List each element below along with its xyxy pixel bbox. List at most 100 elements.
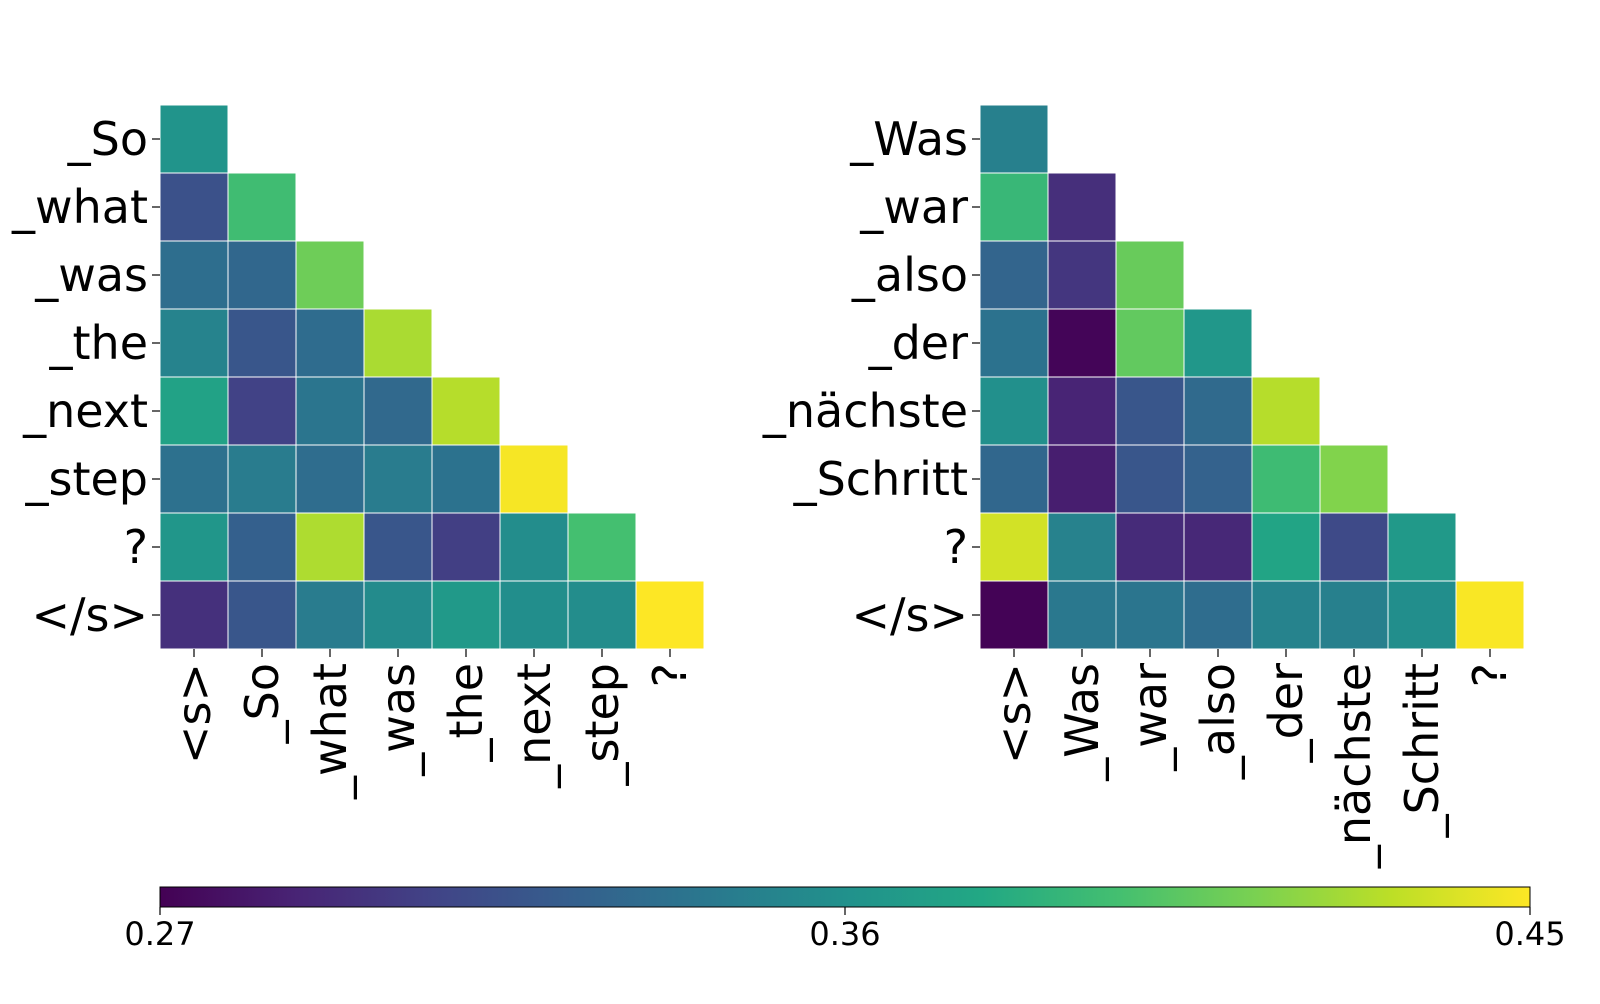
cell-english-r5-c2 <box>295 444 365 514</box>
xlabel-english-was: _was <box>371 663 425 777</box>
cell-german-r5-c2 <box>1115 444 1185 514</box>
cell-german-r3-c0 <box>979 308 1049 378</box>
xlabel-german-der: _der <box>1259 663 1313 764</box>
cell-german-r3-c3 <box>1183 308 1253 378</box>
cell-german-r6-c2 <box>1115 512 1185 582</box>
cell-german-r3-c1 <box>1047 308 1117 378</box>
colorbar-tick-label-1: 0.36 <box>809 915 880 953</box>
cell-german-r4-c2 <box>1115 376 1185 446</box>
ylabel-english-the: _the <box>49 316 149 370</box>
cell-german-r4-c1 <box>1047 376 1117 446</box>
colorbar-tick-label-0: 0.27 <box>124 915 195 953</box>
colorbar: 0.27 0.36 0.45 <box>124 886 1566 953</box>
cell-german-r2-c0 <box>979 240 1049 310</box>
cell-german-r6-c1 <box>1047 512 1117 582</box>
cell-english-r1-c0 <box>159 172 229 242</box>
cell-german-r1-c1 <box>1047 172 1117 242</box>
cell-german-r0-c0 <box>979 104 1049 174</box>
cell-english-r7-c7 <box>635 580 705 650</box>
heatmap-german: _Was _war _also _der _nächste _Schritt? </s> <s… <box>762 104 1525 869</box>
cell-german-r5-c3 <box>1183 444 1253 514</box>
xlabel-english-So: _So <box>235 663 289 744</box>
cell-german-r7-c5 <box>1319 580 1389 650</box>
xlabel-english-the: _the <box>439 663 493 763</box>
cell-english-r2-c1 <box>227 240 297 310</box>
cell-english-r7-c0 <box>159 580 229 650</box>
cell-german-r3-c2 <box>1115 308 1185 378</box>
cell-english-r7-c2 <box>295 580 365 650</box>
cell-english-r4-c4 <box>431 376 501 446</box>
xlabel-german-war: _war <box>1123 663 1177 772</box>
ylabel-english-So: _So <box>67 112 148 166</box>
cell-german-r1-c0 <box>979 172 1049 242</box>
cell-german-r4-c3 <box>1183 376 1253 446</box>
cell-english-r7-c1 <box>227 580 297 650</box>
cell-german-r5-c0 <box>979 444 1049 514</box>
ylabel-german-sym: ? <box>944 520 968 574</box>
xlabel-english-what: _what <box>303 663 357 800</box>
xlabel-german-Schritt: _Schritt <box>1395 663 1449 838</box>
cell-english-r3-c0 <box>159 308 229 378</box>
ylabel-german-s: </s> <box>851 588 968 642</box>
cell-english-r3-c1 <box>227 308 297 378</box>
cell-german-r5-c1 <box>1047 444 1117 514</box>
cell-english-r7-c5 <box>499 580 569 650</box>
ylabel-english-sym: ? <box>124 520 148 574</box>
cell-german-r4-c4 <box>1251 376 1321 446</box>
ylabel-english-next: _next <box>22 384 148 438</box>
cell-english-r6-c4 <box>431 512 501 582</box>
cell-english-r6-c2 <box>295 512 365 582</box>
ylabel-german-war: _war <box>859 180 968 234</box>
xlabel-english-sym: ? <box>643 663 697 687</box>
cell-german-r4-c0 <box>979 376 1049 446</box>
colorbar-gradient <box>159 886 1531 908</box>
cell-german-r6-c3 <box>1183 512 1253 582</box>
cell-english-r5-c1 <box>227 444 297 514</box>
cell-german-r6-c0 <box>979 512 1049 582</box>
cell-english-r4-c2 <box>295 376 365 446</box>
ylabel-german-der: _der <box>868 316 969 370</box>
xlabel-german-s: <s> <box>987 663 1041 764</box>
cell-english-r5-c4 <box>431 444 501 514</box>
cell-german-r7-c7 <box>1455 580 1525 650</box>
heatmap-english: _So _what _was _the _next _step? </s> <s> _So _wh… <box>11 104 705 800</box>
colorbar-tick-label-2: 0.45 <box>1494 915 1565 953</box>
cell-english-r1-c1 <box>227 172 297 242</box>
cell-english-r3-c2 <box>295 308 365 378</box>
cell-english-r4-c3 <box>363 376 433 446</box>
cell-german-r7-c1 <box>1047 580 1117 650</box>
ylabel-german-Was: _Was <box>849 112 968 166</box>
cell-english-r0-c0 <box>159 104 229 174</box>
cell-english-r7-c4 <box>431 580 501 650</box>
cell-german-r7-c4 <box>1251 580 1321 650</box>
ylabel-german-Schritt: _Schritt <box>793 452 968 506</box>
cell-english-r2-c2 <box>295 240 365 310</box>
cell-german-r7-c3 <box>1183 580 1253 650</box>
cell-english-r7-c6 <box>567 580 637 650</box>
xlabel-german-sym: ? <box>1463 663 1517 687</box>
ylabel-english-s: </s> <box>31 588 148 642</box>
xlabel-german-Was: _Was <box>1055 663 1109 782</box>
ylabel-german-also: _also <box>851 248 968 302</box>
ylabel-english-was: _was <box>34 248 148 302</box>
cell-german-r2-c2 <box>1115 240 1185 310</box>
cell-english-r7-c3 <box>363 580 433 650</box>
ylabel-english-what: _what <box>11 180 148 234</box>
xlabel-german-also: _also <box>1191 663 1245 780</box>
cell-english-r6-c6 <box>567 512 637 582</box>
cell-english-r6-c5 <box>499 512 569 582</box>
cell-german-r7-c6 <box>1387 580 1457 650</box>
cell-german-r6-c5 <box>1319 512 1389 582</box>
xlabel-german-nächste: _nächste <box>1327 663 1381 869</box>
cell-english-r3-c3 <box>363 308 433 378</box>
cell-english-r5-c0 <box>159 444 229 514</box>
ylabel-german-nächste: _nächste <box>762 384 968 438</box>
cell-english-r6-c1 <box>227 512 297 582</box>
cell-german-r6-c4 <box>1251 512 1321 582</box>
cell-german-r6-c6 <box>1387 512 1457 582</box>
cell-german-r7-c2 <box>1115 580 1185 650</box>
cell-english-r5-c3 <box>363 444 433 514</box>
cell-english-r6-c3 <box>363 512 433 582</box>
